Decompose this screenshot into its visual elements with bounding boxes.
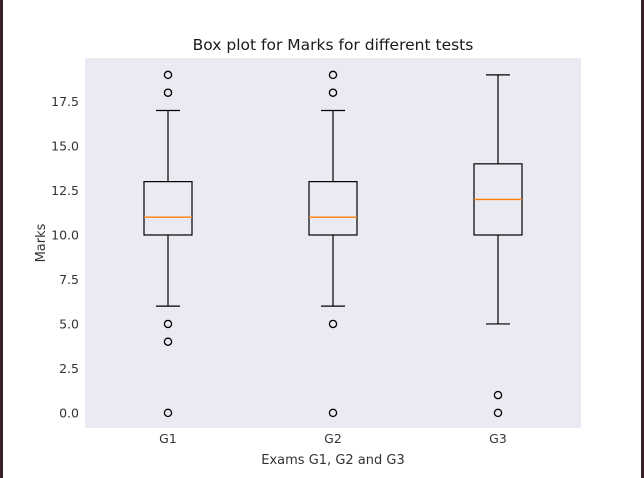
box-group-g3	[473, 74, 523, 418]
y-tick-label: 5.0	[59, 316, 79, 331]
x-axis-label: Exams G1, G2 and G3	[261, 453, 404, 468]
iqr-box	[308, 181, 358, 236]
y-tick-label: 10.0	[51, 227, 79, 242]
outlier-point	[163, 70, 173, 80]
outlier-point	[493, 408, 503, 418]
y-tick-label: 15.0	[51, 139, 79, 154]
outlier-point	[328, 319, 338, 329]
y-axis-label: Marks	[34, 223, 49, 262]
outlier-point	[328, 408, 338, 418]
outlier-point	[328, 88, 338, 97]
chart-title: Box plot for Marks for different tests	[193, 36, 474, 54]
y-tick-label: 7.5	[59, 272, 79, 287]
box-group-g2	[308, 70, 358, 418]
outlier-point	[493, 390, 503, 400]
x-tick-label: G3	[489, 431, 507, 446]
iqr-box	[143, 181, 193, 236]
y-axis-ticks: 0.0 2.5 5.0 7.5 10.0 12.5 15.0 17.5	[51, 94, 79, 420]
boxes-layer	[143, 70, 523, 418]
y-tick-label: 2.5	[59, 361, 79, 376]
x-axis-ticks: G1 G2 G3	[159, 431, 507, 446]
outlier-point	[163, 408, 173, 418]
y-tick-label: 0.0	[59, 405, 79, 420]
outlier-point	[163, 319, 173, 329]
y-tick-label: 12.5	[51, 183, 79, 198]
outlier-point	[163, 337, 173, 346]
outlier-point	[328, 70, 338, 80]
x-tick-label: G2	[324, 431, 342, 446]
outlier-point	[163, 88, 173, 97]
x-tick-label: G1	[159, 431, 177, 446]
y-tick-label: 17.5	[51, 94, 79, 109]
box-plot-chart: 0.0 2.5 5.0 7.5 10.0 12.5 15.0 17.5 G1 G2 G3 Box …	[34, 36, 581, 468]
box-group-g1	[143, 70, 193, 418]
